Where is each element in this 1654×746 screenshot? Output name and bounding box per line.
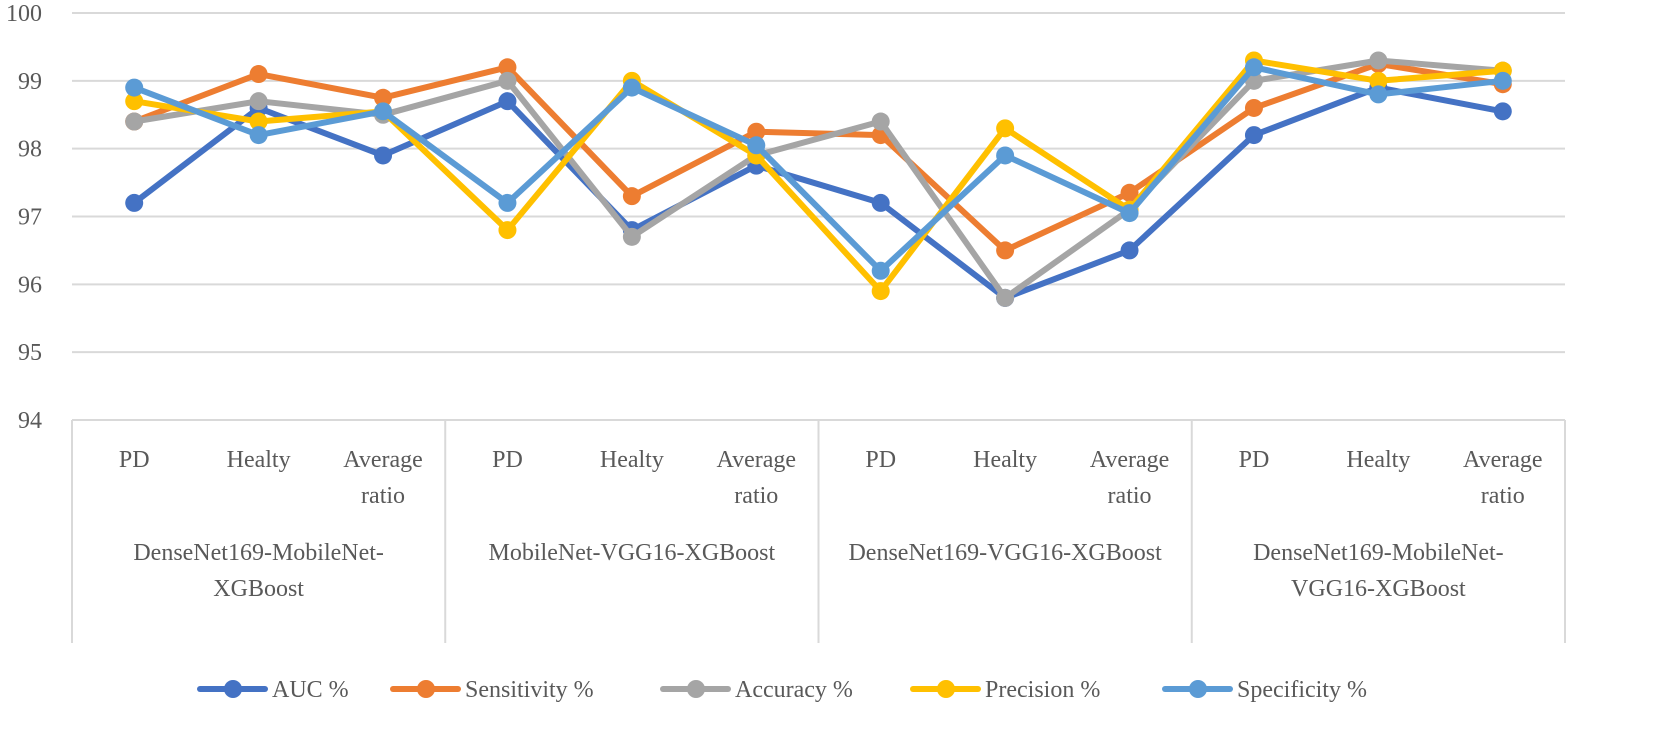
legend-label: Specificity % — [1237, 677, 1367, 703]
data-point — [1493, 71, 1512, 90]
y-tick-label: 98 — [18, 137, 42, 163]
legend-item: Sensitivity % — [390, 677, 594, 703]
group-label: DenseNet169-VGG16-XGBoost — [848, 540, 1162, 566]
legend-label: Precision % — [985, 677, 1100, 703]
legend-label: Accuracy % — [735, 677, 853, 703]
group-label: DenseNet169-MobileNet- — [1253, 540, 1504, 566]
data-point — [622, 78, 641, 97]
x-tick-label: Healty — [973, 447, 1037, 473]
data-point — [622, 227, 641, 246]
data-point — [871, 261, 890, 280]
y-tick-label: 95 — [18, 340, 42, 366]
data-point — [996, 241, 1015, 260]
group-label: MobileNet-VGG16-XGBoost — [489, 540, 776, 566]
x-tick-label: ratio — [1481, 483, 1525, 509]
data-point — [374, 88, 393, 107]
legend: AUC % Sensitivity % Accuracy % Precision % S… — [197, 677, 1367, 703]
data-point — [249, 65, 268, 84]
data-point — [498, 221, 517, 240]
data-point — [498, 92, 517, 111]
data-point — [125, 92, 144, 111]
legend-item: Accuracy % — [660, 677, 853, 703]
data-point — [871, 112, 890, 131]
series-line — [131, 84, 1506, 301]
legend-item: Precision % — [910, 677, 1100, 703]
legend-item: Specificity % — [1162, 677, 1367, 703]
legend-swatch-marker — [937, 680, 955, 698]
data-point — [871, 193, 890, 212]
data-point — [871, 282, 890, 301]
y-tick-label: 99 — [18, 69, 42, 95]
data-point — [1369, 71, 1388, 90]
group-label: DenseNet169-MobileNet- — [133, 540, 384, 566]
group-label: VGG16-XGBoost — [1291, 576, 1466, 602]
data-point — [1244, 98, 1263, 117]
data-point — [1244, 58, 1263, 77]
x-tick-label: Average — [717, 447, 797, 473]
data-point — [374, 146, 393, 165]
series-specificity — [125, 58, 1512, 280]
y-tick-label: 96 — [18, 272, 42, 298]
x-tick-label: Average — [1090, 447, 1170, 473]
data-point — [374, 102, 393, 121]
data-point — [498, 58, 517, 77]
legend-swatch-marker — [417, 680, 435, 698]
x-tick-label: Average — [1463, 447, 1543, 473]
series-sensitivity — [125, 54, 1512, 260]
legend-item: AUC % — [197, 677, 349, 703]
legend-swatch-marker — [687, 680, 705, 698]
data-point — [498, 71, 517, 90]
legend-label: AUC % — [272, 677, 349, 703]
series-lines — [125, 51, 1512, 307]
x-tick-label: ratio — [734, 483, 778, 509]
x-tick-label: PD — [1239, 447, 1270, 473]
data-point — [1120, 241, 1139, 260]
y-axis: 94 95 96 97 98 99 100 — [6, 1, 42, 434]
y-tick-label: 100 — [6, 1, 42, 27]
legend-label: Sensitivity % — [465, 677, 594, 703]
data-point — [622, 187, 641, 206]
data-point — [747, 136, 766, 155]
series-line — [131, 64, 1506, 274]
data-point — [249, 126, 268, 145]
y-tick-label: 94 — [18, 408, 42, 434]
data-point — [1369, 85, 1388, 104]
x-tick-label: ratio — [361, 483, 405, 509]
data-point — [125, 78, 144, 97]
data-point — [1244, 126, 1263, 145]
data-point — [249, 92, 268, 111]
data-point — [498, 193, 517, 212]
x-tick-label: Healty — [1346, 447, 1410, 473]
x-axis: PD Healty Average ratio PD Healty Average ratio… — [119, 447, 1543, 602]
data-point — [125, 193, 144, 212]
x-tick-label: Healty — [227, 447, 291, 473]
x-tick-label: PD — [865, 447, 896, 473]
data-point — [996, 288, 1015, 307]
data-point — [1493, 102, 1512, 121]
data-point — [996, 146, 1015, 165]
x-tick-label: Average — [343, 447, 423, 473]
data-point — [1369, 51, 1388, 70]
x-tick-label: Healty — [600, 447, 664, 473]
data-point — [747, 122, 766, 141]
x-tick-label: PD — [119, 447, 150, 473]
data-point — [1120, 183, 1139, 202]
x-tick-label: ratio — [1108, 483, 1152, 509]
gridlines — [71, 12, 1566, 643]
y-tick-label: 97 — [18, 205, 42, 231]
series-line — [131, 60, 1506, 254]
data-point — [249, 112, 268, 131]
data-point — [1120, 204, 1139, 223]
data-point — [125, 112, 144, 131]
series-auc — [125, 78, 1512, 307]
group-label: XGBoost — [213, 576, 304, 602]
series-line — [131, 57, 1506, 301]
data-point — [996, 119, 1015, 138]
legend-swatch-marker — [1189, 680, 1207, 698]
legend-swatch-marker — [224, 680, 242, 698]
x-tick-label: PD — [492, 447, 523, 473]
